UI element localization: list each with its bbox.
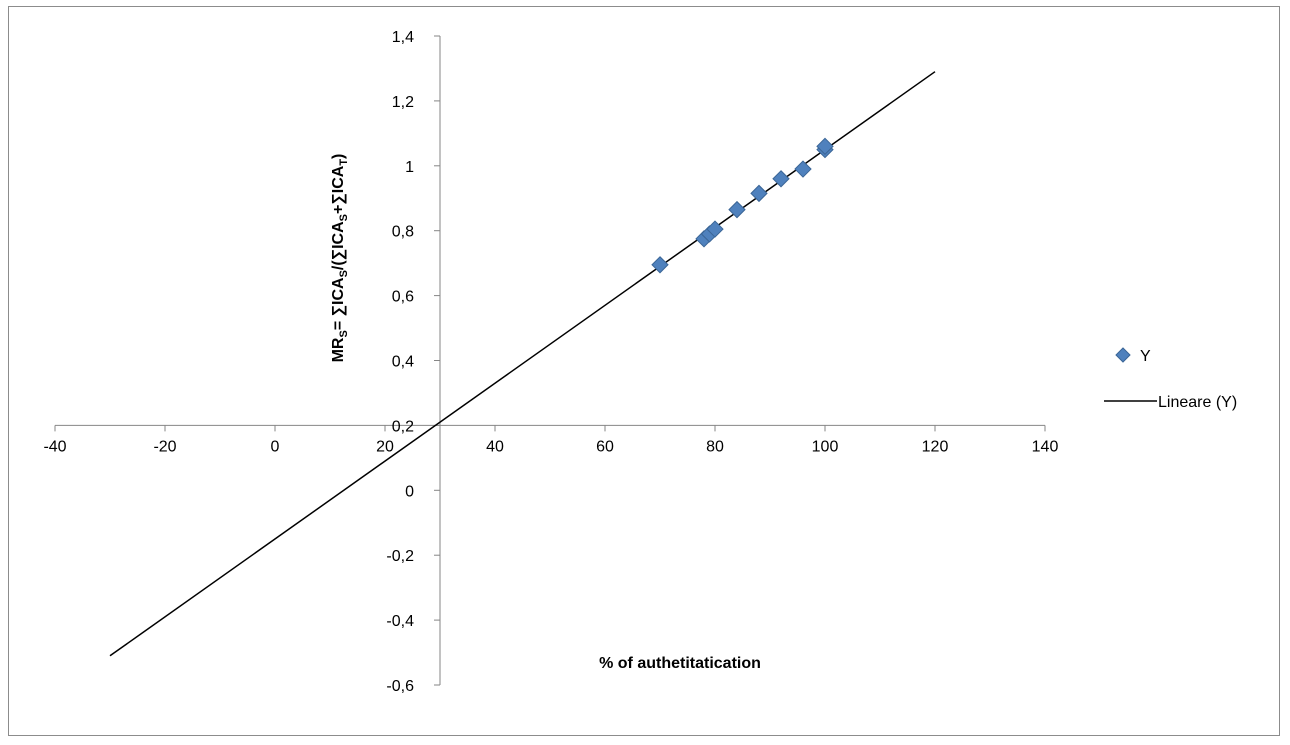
data-point [750,184,768,203]
x-tick-label: 20 [376,438,394,455]
y-axis-title-part: = ∑ICA [330,277,347,330]
x-tick-label: 0 [271,438,280,455]
trendline [109,71,936,657]
y-axis-title-subscript: T [338,159,350,166]
x-tick-label: 60 [596,438,614,455]
y-axis-title-subscript: S [338,330,350,337]
y-tick-label: -0,2 [386,548,414,565]
y-axis-title-subscript: S [338,214,350,221]
y-tick-label: 1,2 [392,94,414,111]
legend-label-trendline: Lineare (Y) [1158,394,1237,411]
y-tick-label: 0,2 [392,418,414,435]
y-tick-label: 0,8 [392,224,414,241]
x-tick-label: -20 [153,438,176,455]
y-tick-label: 1 [405,159,414,176]
data-point [728,200,746,219]
axes: -40 -20 0 20 40 60 80 100 120 140 -0,6 -0,4 -0,2 0 0,2… [43,29,1058,695]
y-axis-title-part: ) [330,154,347,159]
x-tick-label: 120 [922,438,949,455]
x-tick-label: 40 [486,438,504,455]
y-tick-label: -0,4 [386,613,414,630]
x-tick-label: -40 [43,438,66,455]
y-tick-label: 0 [405,483,414,500]
data-point [651,256,669,274]
x-tick-label: 80 [706,438,724,455]
x-tick-label: 100 [812,438,839,455]
trendline-layer [109,71,936,657]
data-points [651,137,834,274]
y-axis-title-subscript: S [338,270,350,277]
y-tick-label: 1,4 [392,29,414,46]
y-tick-label: 0,4 [392,354,414,371]
y-axis-title: MRS= ∑ICAS/(∑ICAS+∑ICAT) [330,154,350,363]
x-axis-title: % of authetitatication [599,655,761,672]
data-point [772,170,790,188]
legend: Y Lineare (Y) [1104,347,1237,411]
y-tick-label: -0,6 [386,678,414,695]
data-point [706,220,724,238]
data-point [794,160,812,178]
data-point [816,137,834,156]
y-axis-title-part: MR [330,337,347,362]
y-axis-title-part: /(∑ICA [330,221,347,270]
y-axis-title-part: +∑ICA [330,165,347,214]
chart-frame [8,6,1280,736]
legend-marker-y [1115,347,1131,363]
legend-label-y: Y [1140,348,1151,365]
x-tick-label: 140 [1032,438,1059,455]
y-tick-label: 0,6 [392,289,414,306]
